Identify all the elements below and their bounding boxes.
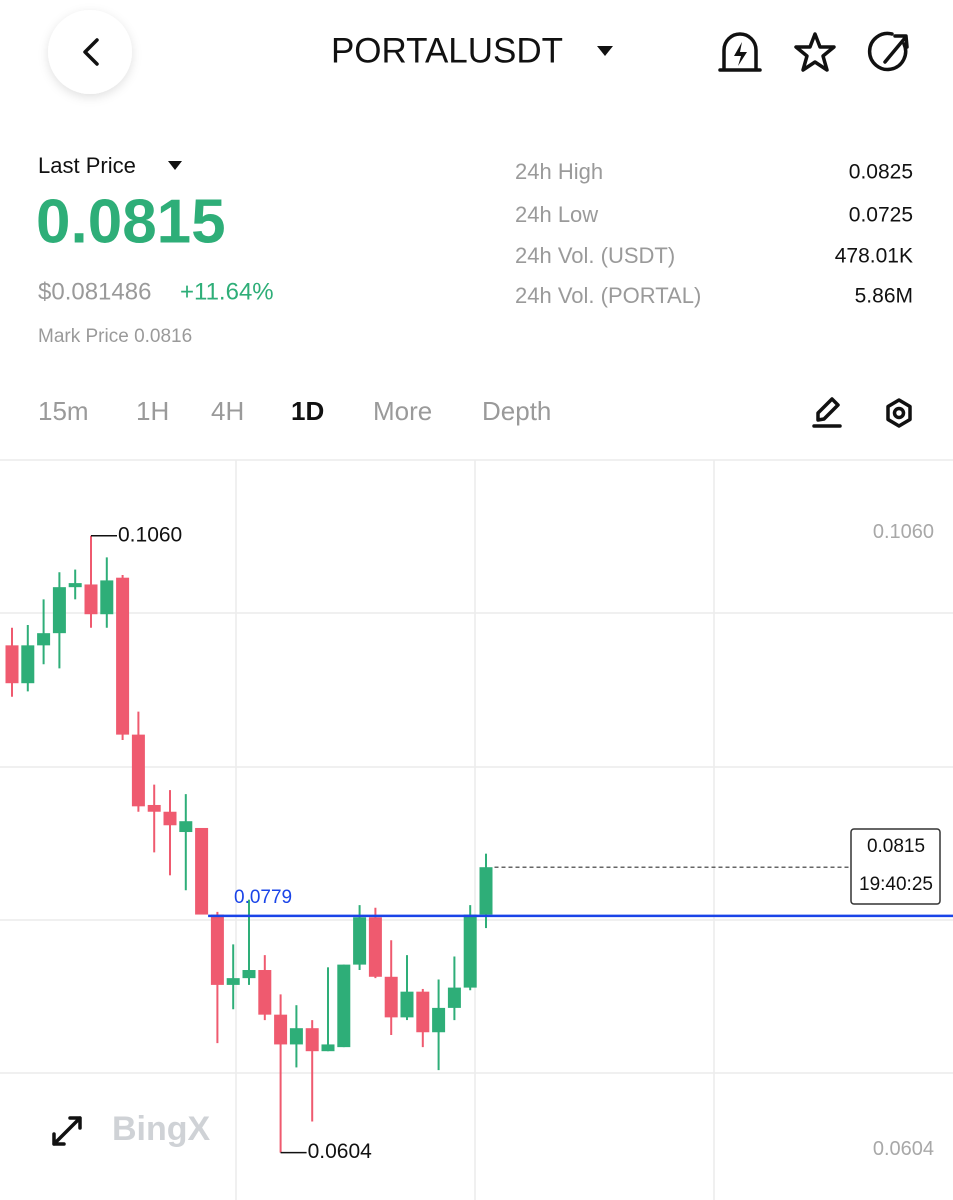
y-tick-label: 0.1060 <box>873 521 934 543</box>
candle-body <box>179 821 193 833</box>
interval-tab[interactable]: More <box>373 396 432 426</box>
candle-body <box>195 827 209 915</box>
candle-body <box>163 811 177 826</box>
price-label[interactable]: Last Price <box>38 153 136 178</box>
watermark: BingX <box>112 1110 211 1148</box>
symbol-title[interactable]: PORTALUSDT <box>331 31 563 70</box>
stat-value: 5.86M <box>855 285 913 308</box>
candle-body <box>84 584 98 615</box>
candle-body <box>21 645 35 684</box>
stat-label: 24h High <box>515 159 603 184</box>
draw-icon[interactable] <box>812 397 842 428</box>
interval-tab[interactable]: 1D <box>291 396 324 426</box>
symbol-dropdown[interactable] <box>597 46 613 56</box>
candle-body <box>384 976 398 1018</box>
alert-icon[interactable] <box>718 32 762 72</box>
candle-body <box>432 1007 446 1033</box>
candle-body <box>479 867 493 915</box>
candle-body <box>100 580 114 615</box>
candle-body <box>463 914 477 988</box>
fullscreen-icon[interactable] <box>52 1116 82 1146</box>
price-dropdown[interactable] <box>168 161 182 170</box>
countdown: 19:40:25 <box>859 874 933 895</box>
last-price: 0.0815 <box>36 187 226 256</box>
candle-body <box>305 1028 319 1052</box>
interval-tab[interactable]: 4H <box>211 396 244 426</box>
interval-tab[interactable]: 15m <box>38 396 89 426</box>
candle-body <box>68 583 82 588</box>
stat-label: 24h Low <box>515 202 598 227</box>
y-tick-label: 0.0604 <box>873 1138 934 1160</box>
candle-body <box>116 577 130 735</box>
candle-body <box>447 987 461 1008</box>
candle-body <box>5 645 19 684</box>
candle-body <box>52 587 66 634</box>
mark-price: Mark Price 0.0816 <box>38 326 192 347</box>
candle-body <box>289 1028 303 1045</box>
interval-tab[interactable]: 1H <box>136 396 169 426</box>
candle-body <box>353 917 367 965</box>
stat-value: 0.0725 <box>849 204 913 227</box>
candle-body <box>131 734 145 807</box>
candle-body <box>147 804 161 812</box>
level-label: 0.0779 <box>234 887 292 908</box>
back-button[interactable] <box>48 10 132 94</box>
candle-body <box>337 964 351 1048</box>
candle-body <box>416 991 430 1033</box>
last-price-box <box>850 828 941 905</box>
candle-body <box>274 1014 288 1045</box>
candle-body <box>37 633 51 646</box>
candle-body <box>321 1044 335 1052</box>
last-price-label: 0.0815 <box>867 836 925 857</box>
candle-body <box>242 970 256 979</box>
stat-value: 478.01K <box>835 245 913 268</box>
usd-price: $0.081486 <box>38 278 151 305</box>
chart-grid <box>0 459 953 1200</box>
favorite-icon[interactable] <box>794 32 836 72</box>
price-change: +11.64% <box>180 278 274 305</box>
candle-body <box>258 970 272 1015</box>
max-marker-label: 0.1060 <box>118 523 182 546</box>
min-marker-label: 0.0604 <box>308 1140 373 1163</box>
stat-value: 0.0825 <box>849 161 913 184</box>
candle-body <box>368 917 382 977</box>
candle-body <box>400 991 414 1018</box>
candle-body <box>210 914 224 985</box>
share-icon[interactable] <box>867 31 909 72</box>
candle-body <box>226 978 240 985</box>
stat-label: 24h Vol. (USDT) <box>515 243 675 268</box>
interval-tab[interactable]: Depth <box>482 396 551 426</box>
stat-label: 24h Vol. (PORTAL) <box>515 283 701 308</box>
settings-icon[interactable] <box>886 398 912 428</box>
